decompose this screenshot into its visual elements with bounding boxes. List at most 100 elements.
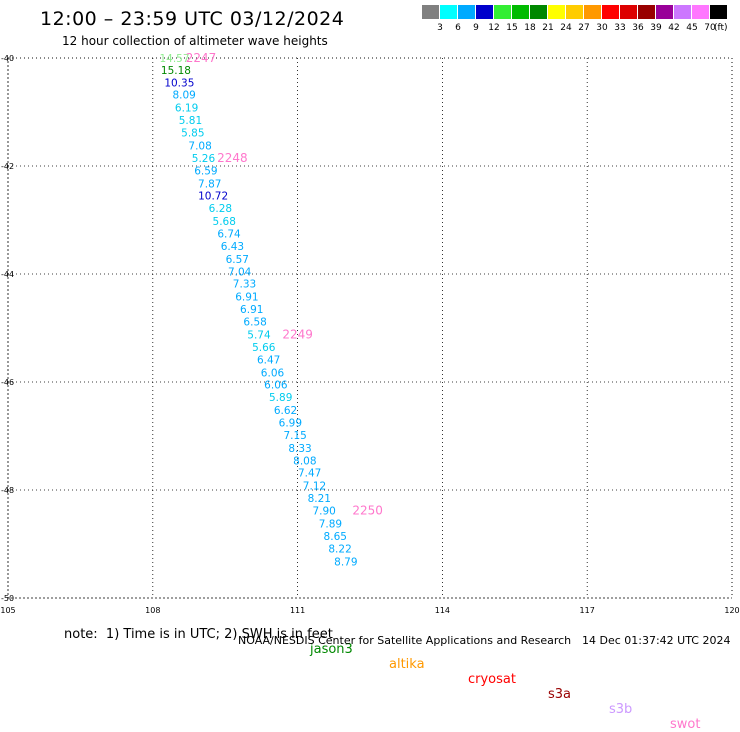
y-tick-label: -50 — [1, 594, 14, 603]
legend-swatch — [638, 5, 656, 19]
legend-swatch — [476, 5, 494, 19]
legend-level-label: 36 — [632, 23, 644, 33]
x-tick-label: 105 — [0, 606, 15, 615]
swh-value-label: 8.08 — [293, 455, 316, 467]
sat-label-s3a: s3a — [548, 687, 572, 702]
legend-swatch — [692, 5, 710, 19]
legend-level-label: 42 — [668, 23, 680, 33]
legend-level-label: 15 — [506, 23, 518, 33]
swh-value-label: 6.74 — [217, 229, 241, 241]
legend-swatch — [512, 5, 530, 19]
swh-value-label: 6.91 — [235, 292, 258, 304]
legend-level-label: 33 — [614, 23, 626, 33]
legend-level-label: 45 — [686, 23, 698, 33]
swh-value-label: 6.43 — [221, 241, 244, 253]
x-tick-label: 114 — [435, 606, 450, 615]
swh-value-label: 6.91 — [240, 304, 263, 316]
note-row: note: 1) Time is in UTC; 2) SWH is in fe… — [64, 612, 700, 732]
legend-swatch — [584, 5, 602, 19]
legend-swatch — [458, 5, 476, 19]
swh-value-label: 6.59 — [194, 165, 217, 177]
note-text: note: 1) Time is in UTC; 2) SWH is in fe… — [64, 627, 333, 642]
swh-value-label: 15.18 — [161, 65, 191, 77]
legend-swatch — [674, 5, 692, 19]
swh-value-label: 5.81 — [179, 115, 202, 127]
chart-title: 12:00 – 23:59 UTC 03/12/2024 — [40, 8, 345, 30]
legend-swatch — [530, 5, 548, 19]
legend-swatch — [656, 5, 674, 19]
sat-label-swot: swot — [670, 717, 701, 732]
swh-value-label: 6.62 — [274, 405, 297, 417]
swh-value-label: 10.72 — [198, 191, 228, 203]
swh-value-label: 5.68 — [213, 216, 236, 228]
y-tick-label: -46 — [1, 378, 14, 387]
legend-swatch — [422, 5, 440, 19]
legend-level-label: 18 — [524, 23, 536, 33]
swh-value-label: 6.99 — [279, 418, 302, 430]
swh-value-label: 10.35 — [164, 77, 194, 89]
swh-value-label: 5.66 — [252, 342, 276, 354]
y-tick-label: -40 — [1, 54, 14, 63]
orbit-number-label: 2249 — [282, 327, 313, 341]
swh-value-label: 8.21 — [308, 493, 331, 505]
swh-value-label: 7.47 — [298, 468, 321, 480]
swh-value-label: 5.85 — [181, 128, 204, 140]
swh-value-label: 5.74 — [247, 329, 271, 341]
sat-label-cryosat: cryosat — [468, 672, 516, 687]
orbit-number-label: 2247 — [186, 51, 217, 65]
legend-swatch — [494, 5, 512, 19]
legend-level-label: 12 — [488, 23, 500, 33]
orbit-number-label: 2248 — [217, 151, 248, 165]
x-tick-label: 108 — [145, 606, 160, 615]
legend-level-label: 6 — [455, 23, 461, 33]
legend-level-label: 70 — [704, 23, 716, 33]
swh-value-label: 8.65 — [324, 531, 347, 543]
footer-timestamp: 14 Dec 01:37:42 UTC 2024 — [582, 634, 731, 647]
swh-value-label: 8.79 — [334, 556, 357, 568]
swh-value-label: 6.47 — [257, 354, 280, 366]
footer-credit: NOAA/NESDIS Center for Satellite Applica… — [238, 634, 572, 647]
legend-level-label: 21 — [542, 23, 554, 33]
y-tick-label: -42 — [1, 162, 14, 171]
swh-value-label: 5.26 — [192, 153, 216, 165]
swh-value-label: 7.08 — [188, 140, 211, 152]
legend-swatch — [620, 5, 638, 19]
orbit-number-label: 2250 — [352, 504, 383, 518]
legend-level-label: 3 — [437, 23, 443, 33]
y-tick-label: -48 — [1, 486, 14, 495]
sat-label-altika: altika — [389, 657, 425, 672]
legend-swatch — [710, 5, 728, 19]
legend-swatch — [440, 5, 458, 19]
swh-value-label: 7.90 — [312, 506, 335, 518]
legend-level-label: 9 — [473, 23, 479, 33]
swh-value-label: 5.89 — [269, 392, 292, 404]
swh-value-label: 6.06 — [264, 380, 288, 392]
legend-level-label: 30 — [596, 23, 608, 33]
chart-subtitle: 12 hour collection of altimeter wave hei… — [62, 34, 328, 48]
swh-value-label: 6.19 — [175, 103, 198, 115]
legend-swatch — [566, 5, 584, 19]
legend-swatch — [602, 5, 620, 19]
plot-area: 105 108 111 114 117 120 -40 -42 -44 -46 -48 -50 14.5… — [0, 51, 739, 615]
swh-value-label: 7.15 — [283, 430, 306, 442]
legend-swatch — [548, 5, 566, 19]
swh-value-label: 7.87 — [198, 178, 221, 190]
swh-value-label: 8.33 — [288, 443, 311, 455]
x-tick-label: 111 — [290, 606, 305, 615]
legend-level-label: 27 — [578, 23, 590, 33]
swh-value-label: 7.04 — [228, 266, 252, 278]
swh-value-label: 8.22 — [328, 543, 351, 555]
swh-value-label: 6.58 — [243, 317, 266, 329]
legend-level-label: 39 — [650, 23, 662, 33]
swh-value-label: 6.06 — [261, 367, 285, 379]
swh-value-label: 7.89 — [319, 518, 342, 530]
swh-value-label: 8.09 — [172, 90, 195, 102]
swh-value-label: 7.33 — [233, 279, 256, 291]
legend-unit: (ft) — [714, 23, 728, 33]
x-tick-label: 120 — [724, 606, 739, 615]
swh-value-label: 6.28 — [209, 203, 232, 215]
legend-level-label: 24 — [560, 23, 572, 33]
swh-value-label: 6.57 — [226, 254, 249, 266]
sat-label-s3b: s3b — [609, 702, 633, 717]
y-tick-label: -44 — [1, 270, 14, 279]
